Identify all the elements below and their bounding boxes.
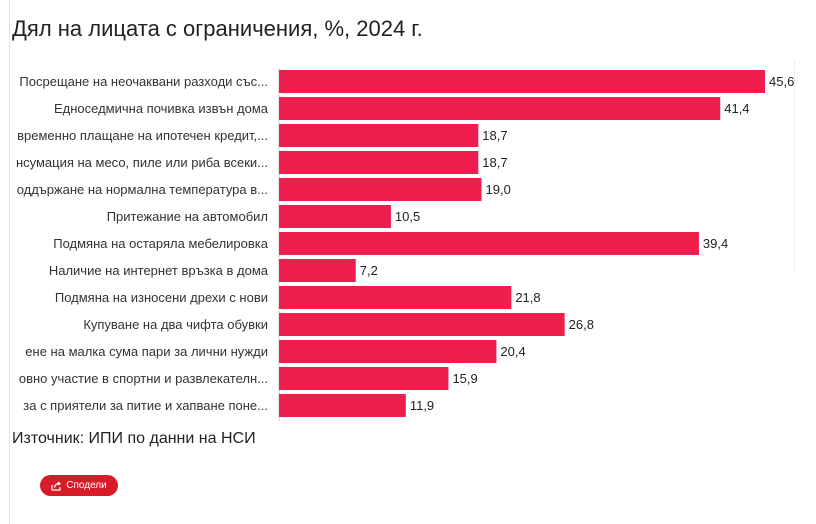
share-button[interactable]: Сподели: [40, 475, 118, 496]
value-label: 39,4: [703, 236, 728, 251]
value-label: 10,5: [395, 209, 420, 224]
value-label: 41,4: [724, 101, 749, 116]
value-label: 19,0: [486, 182, 511, 197]
bar: [279, 151, 479, 174]
bar: [279, 286, 512, 309]
category-label: Купуване на два чифта обувки: [83, 317, 268, 332]
value-label: 15,9: [452, 371, 477, 386]
category-label: Наличие на интернет връзка в дома: [49, 263, 269, 278]
bar: [279, 70, 765, 93]
category-label: временно плащане на ипотечен кредит,...: [17, 128, 268, 143]
right-divider: [794, 60, 795, 270]
share-button-label: Сподели: [66, 480, 107, 491]
category-label: Посрещане на неочаквани разходи със...: [19, 74, 268, 89]
source-note: Източник: ИПИ по данни на НСИ: [12, 430, 256, 447]
bar: [279, 178, 482, 201]
bar: [279, 394, 406, 417]
bar: [279, 340, 497, 363]
value-label: 21,8: [515, 290, 540, 305]
value-label: 18,7: [482, 128, 507, 143]
category-label: оддържане на нормална температура в...: [17, 182, 268, 197]
bar: [279, 232, 699, 255]
bar: [279, 205, 391, 228]
category-label: ене на малка сума пари за лични нужди: [25, 344, 268, 359]
bar: [279, 259, 356, 282]
bar: [279, 313, 565, 336]
category-label: нсумация на месо, пиле или риба всеки...: [16, 155, 268, 170]
category-label: за с приятели за питие и хапване поне...: [23, 398, 268, 413]
value-label: 7,2: [360, 263, 378, 278]
share-icon: [51, 481, 62, 491]
value-label: 18,7: [482, 155, 507, 170]
label-mask: [0, 60, 9, 420]
value-label: 45,6: [769, 74, 794, 89]
category-label: Притежание на автомобил: [107, 209, 268, 224]
value-label: 26,8: [569, 317, 594, 332]
bar: [279, 124, 479, 147]
value-label: 11,9: [410, 398, 434, 413]
bar: [279, 97, 721, 120]
value-label: 20,4: [500, 344, 525, 359]
left-divider: [9, 0, 10, 524]
category-label: Едноседмична почивка извън дома: [54, 101, 269, 116]
category-label: Подмяна на остаряла мебелировка: [53, 236, 269, 251]
category-label: Подмяна на износени дрехи с нови: [55, 290, 268, 305]
bar: [279, 367, 449, 390]
chart-title: Дял на лицата с ограничения, %, 2024 г.: [12, 16, 423, 41]
category-label: овно участие в спортни и развлекателн...: [19, 371, 268, 386]
